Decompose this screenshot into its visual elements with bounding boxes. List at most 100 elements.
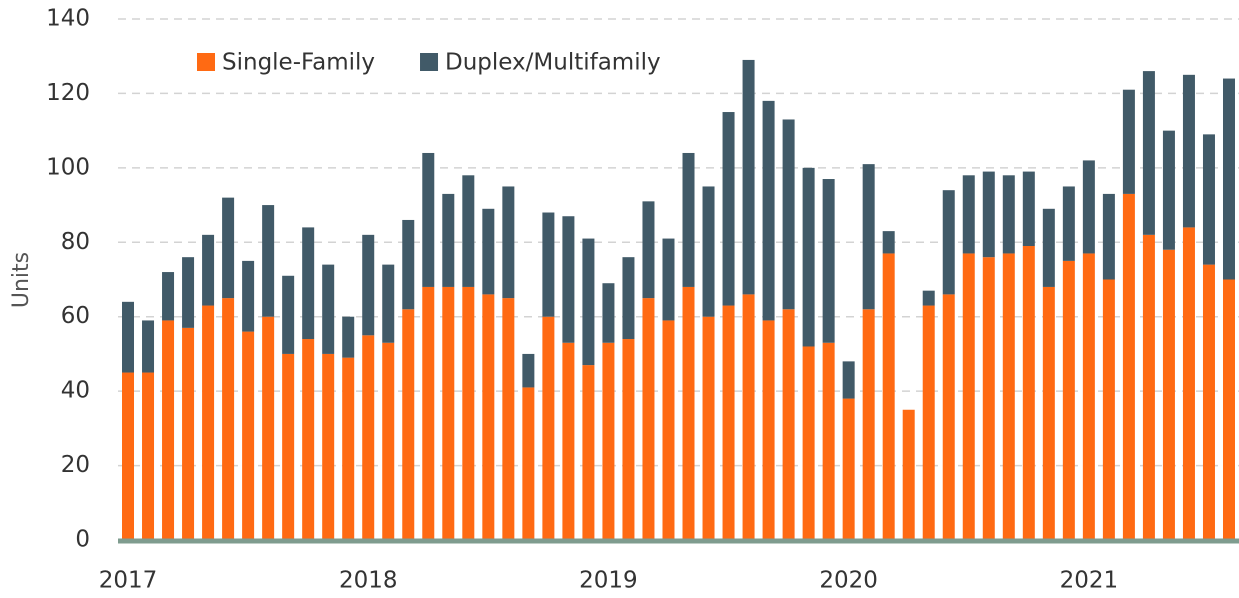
legend-swatch <box>420 53 439 71</box>
bar-segment <box>502 186 515 299</box>
bar-segment <box>402 219 415 310</box>
bar-segment <box>1042 286 1055 540</box>
bar-segment <box>1002 253 1015 540</box>
bar-segment <box>422 286 435 540</box>
bar-segment <box>322 264 335 354</box>
bar-segment <box>362 234 375 336</box>
bar-segment <box>942 190 955 295</box>
bar-segment <box>862 309 875 540</box>
bar-segment <box>302 227 315 340</box>
bar-segment <box>482 294 495 540</box>
bar-segment <box>522 387 535 540</box>
bar-segment <box>1082 253 1095 540</box>
bar-segment <box>1202 264 1215 540</box>
bar-segment <box>982 171 995 258</box>
bar-segment <box>922 290 935 306</box>
bar-segment <box>862 164 875 310</box>
bar-segment <box>762 100 775 321</box>
x-tick-label: 2020 <box>819 568 878 594</box>
bar-segment <box>262 205 275 317</box>
bar-segment <box>282 353 295 540</box>
bar-segment <box>1142 234 1155 541</box>
y-tick-label: 20 <box>61 452 90 478</box>
bar-segment <box>282 275 295 354</box>
bar-segment <box>962 253 975 540</box>
bar-segment <box>502 298 515 540</box>
bar-segment <box>422 152 435 287</box>
bar-segment <box>582 238 595 366</box>
bar-segment <box>822 342 835 540</box>
bar-segment <box>122 301 135 373</box>
bar-segment <box>342 357 355 540</box>
bar-segment <box>142 320 155 373</box>
bar-segment <box>202 305 215 540</box>
bar-segment <box>242 260 255 332</box>
bar-segment <box>682 152 695 287</box>
bar-segment <box>1062 186 1075 261</box>
bar-segment <box>702 186 715 317</box>
x-tick-label: 2019 <box>579 568 638 594</box>
bar-segment <box>742 294 755 540</box>
bar-segment <box>762 320 775 540</box>
bar-segment <box>582 365 595 540</box>
bar-segment <box>1102 279 1115 540</box>
bar-segment <box>242 331 255 540</box>
bar-segment <box>782 119 795 310</box>
bar-segment <box>622 339 635 540</box>
bar-segment <box>962 175 975 254</box>
bar-segment <box>482 208 495 295</box>
bar-segment <box>1142 71 1155 235</box>
bar-segment <box>682 286 695 540</box>
bar-segment <box>182 257 195 328</box>
bar-segment <box>1182 227 1195 540</box>
bar-segment <box>702 316 715 540</box>
bar-segment <box>542 316 555 540</box>
x-tick-label: 2018 <box>339 568 398 594</box>
bar-segment <box>1002 175 1015 254</box>
y-tick-label: 100 <box>46 154 90 180</box>
bar-segment <box>822 179 835 343</box>
bar-segment <box>842 398 855 540</box>
bar-segment <box>122 372 135 540</box>
bar-segment <box>1022 246 1035 540</box>
bar-segment <box>902 409 915 540</box>
bar-segment <box>1162 130 1175 250</box>
bar-segment <box>462 286 475 540</box>
bar-segment <box>1222 78 1235 280</box>
bar-segment <box>1022 171 1035 247</box>
x-tick-label: 2021 <box>1060 568 1119 594</box>
bar-segment <box>1222 279 1235 540</box>
bar-segment <box>802 167 815 347</box>
bar-segment <box>602 283 615 343</box>
bar-segment <box>642 298 655 540</box>
bar-segment <box>662 238 675 321</box>
bar-segment <box>442 193 455 287</box>
bar-segment <box>782 309 795 540</box>
x-tick-label: 2017 <box>99 568 158 594</box>
bar-segment <box>222 197 235 299</box>
bar-segment <box>1122 193 1135 540</box>
y-axis-label: Units <box>9 252 34 308</box>
bar-segment <box>402 309 415 540</box>
bar-segment <box>302 339 315 540</box>
bar-segment <box>162 272 175 321</box>
bar-segment <box>382 264 395 343</box>
bar-segment <box>1042 208 1055 287</box>
y-tick-label: 140 <box>46 6 90 32</box>
y-tick-label: 80 <box>61 229 90 255</box>
bar-segment <box>722 112 735 306</box>
bar-segment <box>442 286 455 540</box>
bar-segment <box>982 257 995 540</box>
bar-segment <box>182 327 195 540</box>
bar-segment <box>1082 160 1095 254</box>
bar-segment <box>1122 89 1135 194</box>
bar-segment <box>622 257 635 340</box>
bar-segment <box>662 320 675 540</box>
bar-segment <box>842 361 855 399</box>
bar-segment <box>922 305 935 540</box>
bar-segment <box>742 59 755 295</box>
bar-segment <box>942 294 955 540</box>
bar-segment <box>882 231 895 254</box>
legend-label: Single-Family <box>222 50 375 76</box>
